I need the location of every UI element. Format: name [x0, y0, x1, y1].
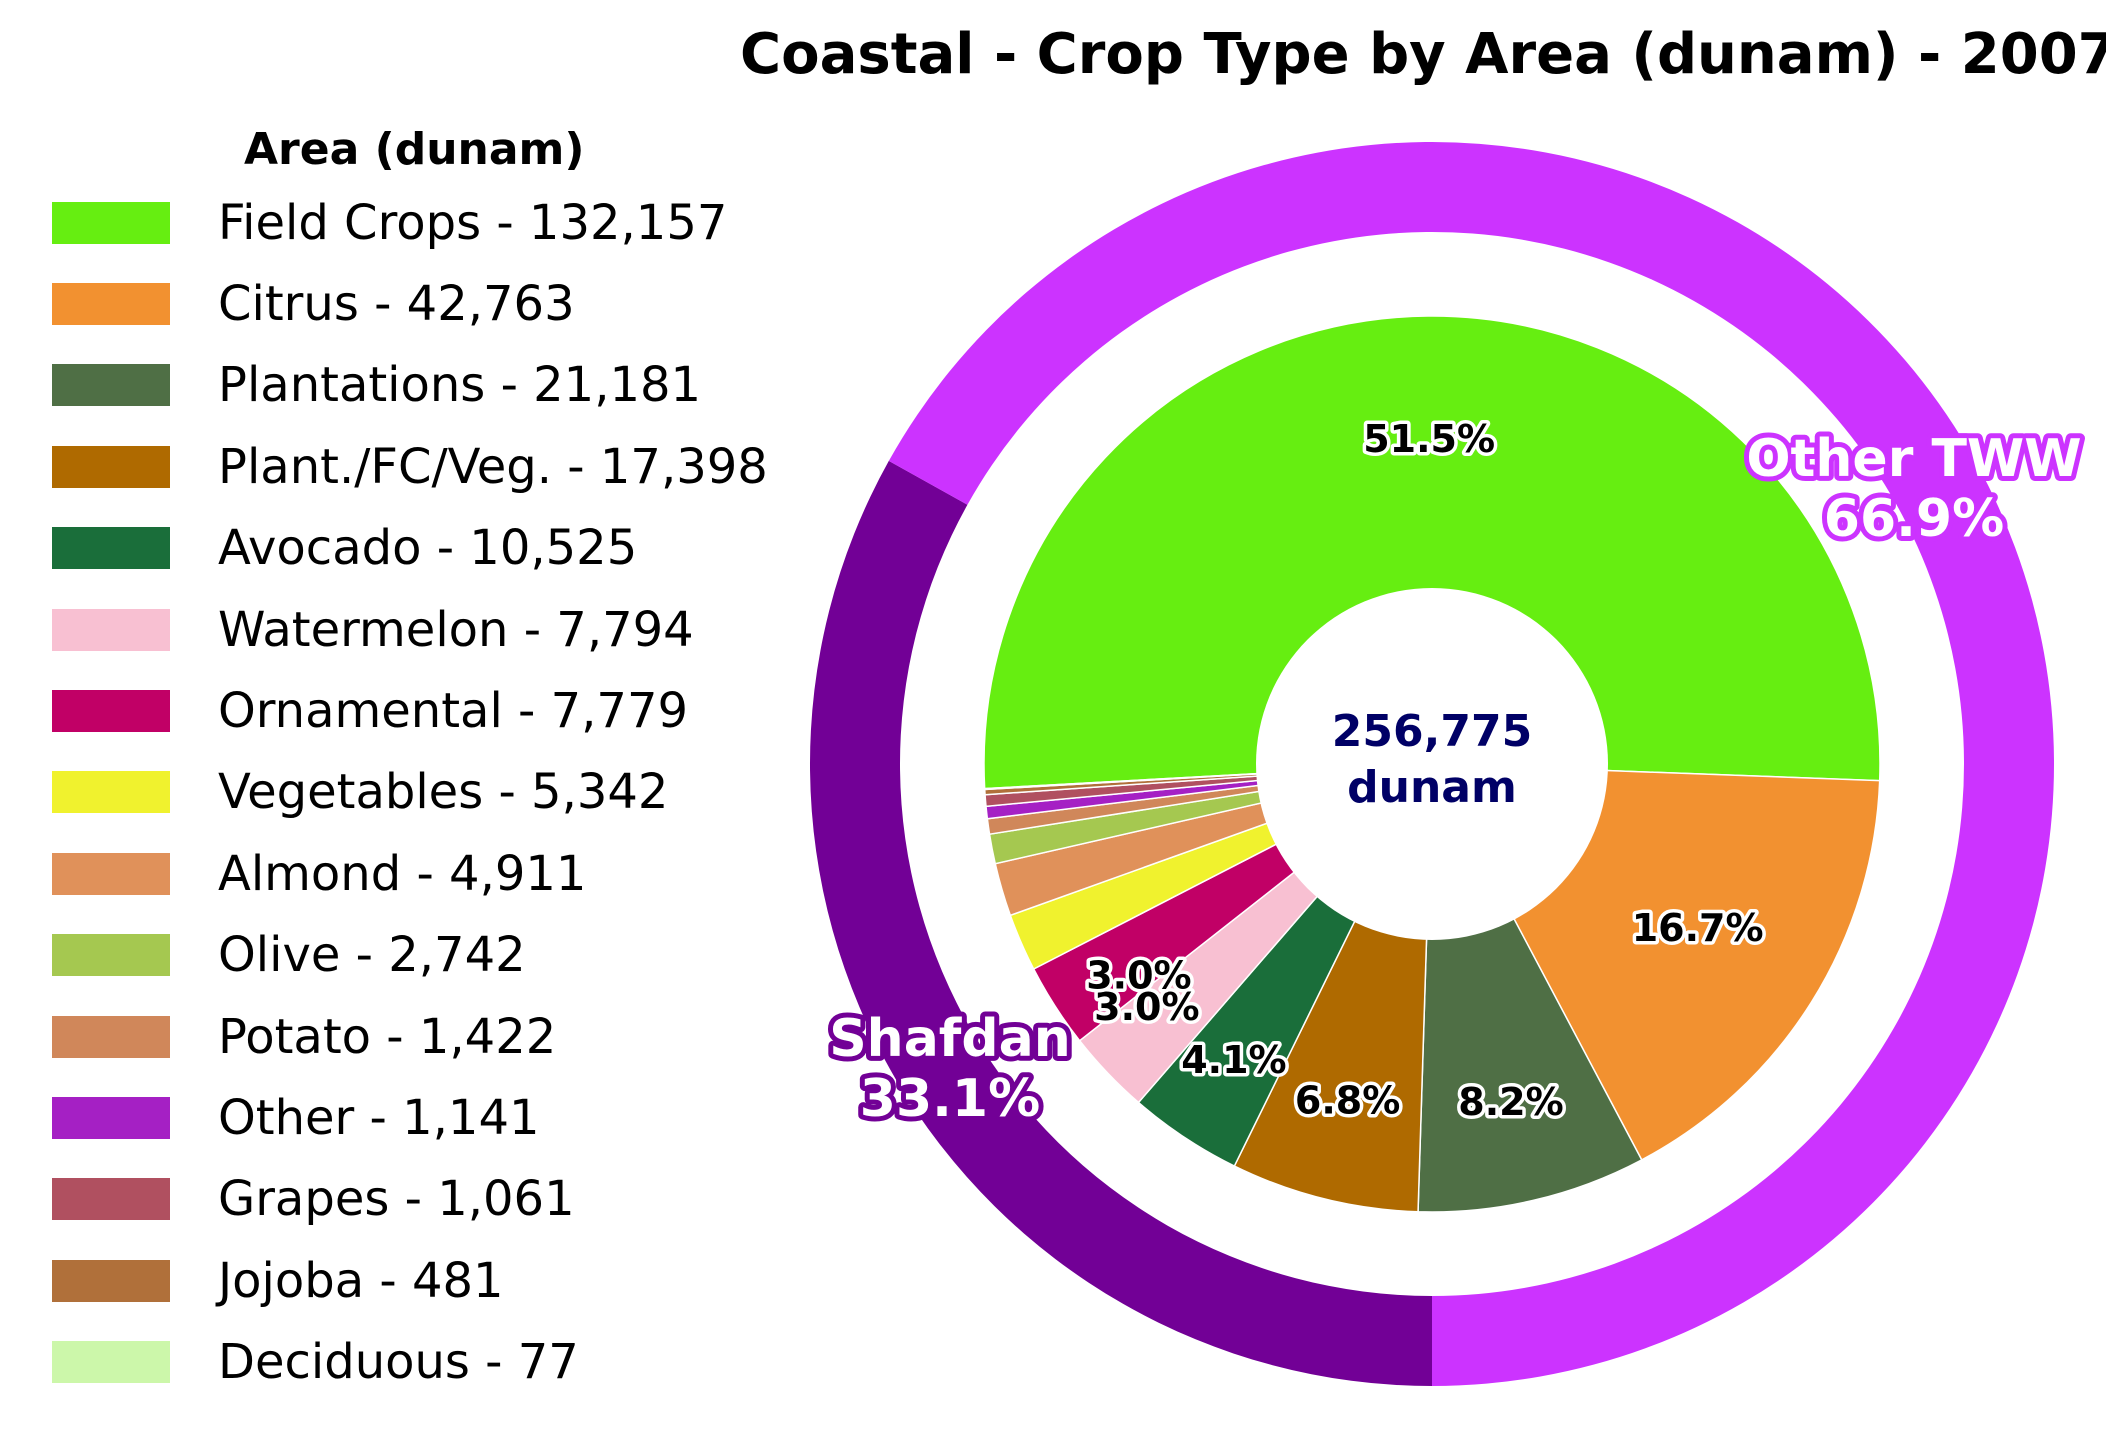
legend-item-plant-fc-veg: Plant./FC/Veg. - 17,398 — [52, 426, 768, 507]
outer-slice-shafdan — [809, 460, 1432, 1386]
slice-percent-label-field-crops: 51.5% — [1363, 417, 1495, 461]
legend-label: Ornamental - 7,779 — [218, 683, 689, 740]
legend-item-almond: Almond - 4,911 — [52, 833, 768, 914]
legend-item-ornamental: Ornamental - 7,779 — [52, 670, 768, 751]
legend-label: Deciduous - 77 — [218, 1334, 579, 1391]
slice-percent-label-plantations: 8.2% — [1458, 1080, 1563, 1124]
legend-swatch — [52, 1341, 170, 1384]
outer-ring — [809, 142, 2054, 1386]
legend-swatch — [52, 283, 170, 326]
legend-label: Citrus - 42,763 — [218, 276, 575, 333]
chart-title: Coastal - Crop Type by Area (dunam) - 20… — [740, 22, 2106, 87]
outer-label-name-other-tww: Other TWW — [1746, 429, 2081, 489]
legend-swatch — [52, 1259, 170, 1302]
legend-item-watermelon: Watermelon - 7,794 — [52, 589, 768, 670]
center-total-unit: dunam — [1347, 762, 1517, 813]
legend-swatch — [52, 1015, 170, 1058]
legend-swatch — [52, 690, 170, 733]
legend-title: Area (dunam) — [244, 124, 585, 175]
legend-swatch — [52, 771, 170, 814]
legend-swatch — [52, 1178, 170, 1221]
slice-percent-label-citrus: 16.7% — [1632, 906, 1764, 950]
slice-percent-label-plant-fc-veg: 6.8% — [1295, 1079, 1400, 1123]
legend-swatch — [52, 852, 170, 895]
legend-item-other: Other - 1,141 — [52, 1077, 768, 1158]
legend-label: Other - 1,141 — [218, 1089, 540, 1146]
legend-swatch — [52, 608, 170, 651]
legend-item-deciduous: Deciduous - 77 — [52, 1321, 768, 1402]
legend-label: Plantations - 21,181 — [218, 357, 702, 414]
legend-item-citrus: Citrus - 42,763 — [52, 263, 768, 344]
legend-item-avocado: Avocado - 10,525 — [52, 508, 768, 589]
center-total-value: 256,775 — [1332, 706, 1532, 757]
center-hole — [1256, 588, 1608, 940]
outer-label-name-shafdan: Shafdan — [829, 1009, 1071, 1069]
outer-label-percent-shafdan: 33.1% — [860, 1069, 1040, 1129]
legend-label: Avocado - 10,525 — [218, 520, 638, 577]
legend-label: Watermelon - 7,794 — [218, 601, 694, 658]
legend-item-grapes: Grapes - 1,061 — [52, 1159, 768, 1240]
slice-percent-label-ornamental: 3.0% — [1086, 953, 1191, 997]
legend-items: Field Crops - 132,157 Citrus - 42,763 Plan… — [52, 182, 768, 1403]
legend: Area (dunam) Field Crops - 132,157 Citrus… — [52, 118, 768, 1403]
legend-item-vegetables: Vegetables - 5,342 — [52, 752, 768, 833]
legend-swatch — [52, 527, 170, 570]
legend-label: Jojoba - 481 — [218, 1252, 504, 1309]
legend-label: Olive - 2,742 — [218, 927, 526, 984]
legend-swatch — [52, 934, 170, 977]
legend-item-jojoba: Jojoba - 481 — [52, 1240, 768, 1321]
legend-swatch — [52, 201, 170, 244]
slice-percent-label-avocado: 4.1% — [1181, 1038, 1286, 1082]
legend-item-field-crops: Field Crops - 132,157 — [52, 182, 768, 263]
legend-label: Potato - 1,422 — [218, 1008, 557, 1065]
outer-label-percent-other-tww: 66.9% — [1824, 489, 2004, 549]
pie-slice-field-crops — [983, 315, 1881, 790]
legend-item-olive: Olive - 2,742 — [52, 915, 768, 996]
slice-percent-label-watermelon: 3.0% — [1094, 985, 1199, 1029]
legend-label: Plant./FC/Veg. - 17,398 — [218, 438, 768, 495]
legend-label: Vegetables - 5,342 — [218, 764, 669, 821]
legend-swatch — [52, 1096, 170, 1139]
legend-label: Grapes - 1,061 — [218, 1171, 575, 1228]
legend-swatch — [52, 445, 170, 488]
legend-item-potato: Potato - 1,422 — [52, 996, 768, 1077]
legend-label: Almond - 4,911 — [218, 845, 587, 902]
legend-item-plantations: Plantations - 21,181 — [52, 345, 768, 426]
legend-label: Field Crops - 132,157 — [218, 194, 728, 251]
legend-swatch — [52, 364, 170, 407]
